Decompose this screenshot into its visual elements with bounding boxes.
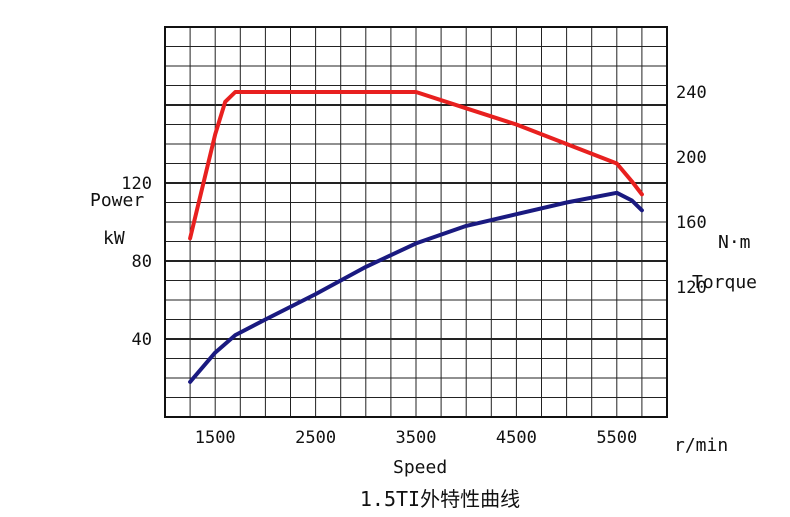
x-axis-unit: r/min: [674, 435, 728, 456]
left-y-tick-label: 80: [132, 252, 152, 272]
chart-caption: 1.5TI外特性曲线: [359, 487, 521, 511]
x-tick-label: 1500: [195, 428, 236, 448]
tick-labels: 1500 2500 3500 4500 5500 40 80 120 120 160 200 240: [121, 83, 706, 448]
series-line-torque: [188, 90, 644, 241]
grid-lines: [165, 27, 667, 417]
right-y-tick-label: 240: [676, 83, 707, 103]
right-y-tick-label: 200: [676, 148, 707, 168]
right-y-tick-label: 160: [676, 213, 707, 233]
right-axis-unit: N·m: [718, 232, 751, 253]
right-axis-title: Torque: [692, 272, 757, 293]
left-axis-unit: kW: [103, 228, 125, 249]
x-tick-label: 2500: [295, 428, 336, 448]
x-tick-label: 3500: [396, 428, 437, 448]
left-y-tick-label: 40: [132, 330, 152, 350]
plot-frame: [164, 26, 668, 418]
series-lines: [188, 90, 644, 384]
x-tick-label: 4500: [496, 428, 537, 448]
right-y-tick-label: 120: [676, 278, 707, 298]
x-axis-title: Speed: [393, 457, 447, 478]
x-tick-label: 5500: [596, 428, 637, 448]
series-line-power: [188, 190, 644, 384]
left-y-tick-label: 120: [121, 174, 152, 194]
left-axis-title: Power: [90, 190, 144, 211]
